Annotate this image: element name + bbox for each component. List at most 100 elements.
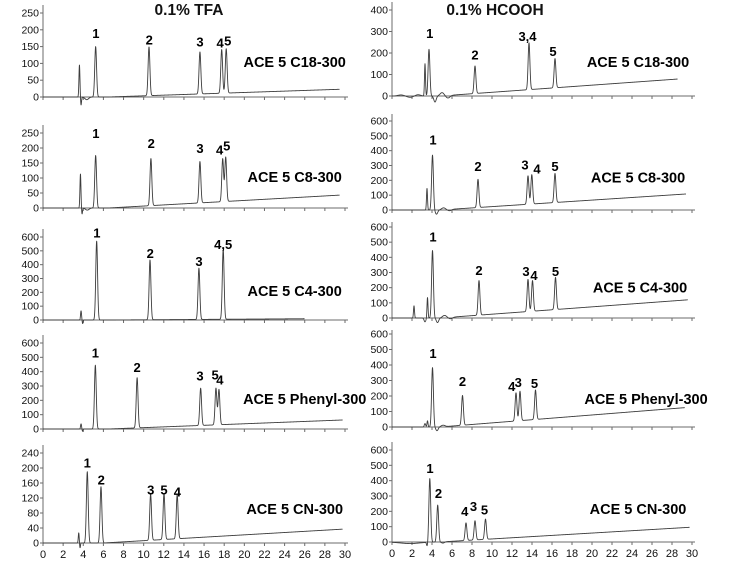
peak-label: 3 <box>147 482 154 497</box>
peak-label: 5 <box>552 264 559 279</box>
peak-label: 2 <box>474 159 481 174</box>
y-tick-label: 0 <box>33 424 39 436</box>
peak-label: 1 <box>84 455 91 470</box>
y-tick-label: 0 <box>382 537 388 549</box>
x-tick-label: 12 <box>506 548 518 560</box>
y-tick-label: 200 <box>370 391 388 403</box>
x-tick-label: 28 <box>666 548 678 560</box>
y-tick-label: 120 <box>21 493 39 505</box>
y-tick-label: 500 <box>370 460 388 472</box>
y-tick-label: 50 <box>27 188 39 200</box>
y-tick-label: 200 <box>370 282 388 294</box>
x-tick-label: 12 <box>158 549 170 561</box>
peak-label: 4 <box>217 36 225 51</box>
y-tick-label: 400 <box>21 259 39 271</box>
y-tick-label: 200 <box>21 395 39 407</box>
peak-label: 2 <box>147 246 154 261</box>
peak-label: 2 <box>134 360 141 375</box>
y-tick-label: 200 <box>21 24 39 36</box>
x-tick-label: 18 <box>218 549 230 561</box>
peak-label: 4 <box>530 268 538 283</box>
peak-label: 2 <box>148 136 155 151</box>
y-tick-label: 150 <box>21 41 39 53</box>
y-tick-label: 150 <box>21 158 39 170</box>
x-tick-label: 24 <box>278 549 290 561</box>
x-tick-label: 6 <box>449 548 455 560</box>
y-tick-label: 600 <box>370 329 388 341</box>
x-tick-label: 2 <box>60 549 66 561</box>
panel-hcooh-c4: 0 100 200 300 400 500 600 1 2 3 4 5 ACE 5 C4-300 <box>370 222 695 325</box>
x-tick-label: 22 <box>606 548 618 560</box>
panel-hcooh-c8: 0 100 200 300 400 500 600 1 2 3 4 5 ACE 5 C8-300 <box>370 114 695 217</box>
y-tick-label: 600 <box>21 232 39 244</box>
peak-label: 1 <box>92 26 99 41</box>
trace-hcooh-c4 <box>392 250 688 323</box>
column-label: ACE 5 CN-300 <box>590 502 687 518</box>
y-tick-label: 600 <box>370 222 388 234</box>
y-tick-label: 0 <box>33 315 39 327</box>
x-tick-label: 18 <box>566 548 578 560</box>
trace-hcooh-cn <box>391 478 690 547</box>
x-tick-label: 30 <box>686 548 698 560</box>
x-tick-label: 20 <box>238 549 250 561</box>
y-tick-label: 100 <box>21 301 39 313</box>
trace-tfa-phenyl <box>43 364 343 432</box>
panel-hcooh-c18: 0 100 200 300 400 1 2 3,4 5 ACE 5 C18-300 <box>370 2 695 103</box>
peak-label: 2 <box>98 473 105 488</box>
peak-label: 4 <box>216 143 224 158</box>
y-tick-label: 300 <box>370 267 388 279</box>
y-tick-label: 100 <box>21 173 39 185</box>
peak-label: 2 <box>435 486 442 501</box>
peak-label: 2 <box>146 33 153 48</box>
x-tick-label: 24 <box>626 548 638 560</box>
peak-label: 1 <box>426 26 433 41</box>
left-column-title: 0.1% TFA <box>154 2 224 19</box>
panel-tfa-c18: 0 50 100 150 200 250 1 2 3 4 5 ACE 5 C18-300 <box>21 5 348 106</box>
x-tick-label: 8 <box>120 549 126 561</box>
peak-label: 1 <box>426 461 433 476</box>
y-tick-label: 600 <box>370 116 388 128</box>
peak-label: 2 <box>471 47 478 62</box>
x-tick-label: 8 <box>469 548 475 560</box>
y-tick-label: 160 <box>21 478 39 490</box>
y-tick-label: 100 <box>370 521 388 533</box>
y-tick-label: 400 <box>370 360 388 372</box>
y-tick-label: 200 <box>21 463 39 475</box>
y-tick-label: 400 <box>370 145 388 157</box>
y-tick-label: 100 <box>370 297 388 309</box>
y-tick-label: 500 <box>21 245 39 257</box>
trace-tfa-c8 <box>43 155 340 215</box>
column-label: ACE 5 Phenyl-300 <box>584 392 707 408</box>
y-tick-label: 300 <box>370 26 388 38</box>
y-tick-label: 500 <box>370 237 388 249</box>
peak-label: 3 <box>522 264 529 279</box>
column-label: ACE 5 Phenyl-300 <box>243 392 366 408</box>
x-tick-label: 26 <box>299 549 311 561</box>
trace-tfa-cn <box>43 471 343 549</box>
peak-label: 4 <box>174 485 182 500</box>
y-tick-label: 40 <box>27 523 39 535</box>
peak-label: 5 <box>212 368 219 383</box>
trace-tfa-c4 <box>43 240 305 324</box>
x-tick-label: 6 <box>100 549 106 561</box>
peak-label: 1 <box>429 346 436 361</box>
y-tick-label: 500 <box>370 130 388 142</box>
y-tick-label: 400 <box>370 252 388 264</box>
y-tick-label: 50 <box>27 75 39 87</box>
x-tick-label: 22 <box>258 549 270 561</box>
peak-label: 2 <box>459 374 466 389</box>
peak-label: 3 <box>521 158 528 173</box>
y-tick-label: 300 <box>370 491 388 503</box>
peak-label: 5 <box>549 44 556 59</box>
y-tick-label: 300 <box>370 375 388 387</box>
y-tick-label: 600 <box>370 445 388 457</box>
peak-label: 4 <box>508 379 516 394</box>
y-tick-label: 0 <box>382 422 388 434</box>
peak-label: 3 <box>470 499 477 514</box>
x-tick-label: 10 <box>486 548 498 560</box>
peak-label: 5 <box>551 159 558 174</box>
y-tick-label: 200 <box>370 48 388 60</box>
peak-label: 3 <box>196 34 203 49</box>
